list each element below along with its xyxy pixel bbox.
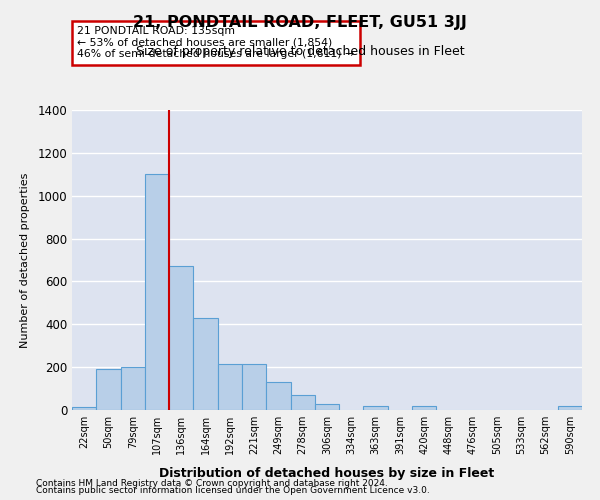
Bar (412, 406, 436, 410)
Text: Contains public sector information licensed under the Open Government Licence v3: Contains public sector information licen… (36, 486, 430, 495)
Bar (121, 367, 145, 410)
Bar (266, 382, 290, 410)
Bar (193, 318, 218, 410)
Bar (218, 364, 242, 410)
Text: 21 PONDTAIL ROAD: 135sqm
← 53% of detached houses are smaller (1,854)
46% of sem: 21 PONDTAIL ROAD: 135sqm ← 53% of detach… (77, 26, 354, 59)
Bar (145, 174, 169, 410)
Bar (558, 406, 582, 410)
Text: 21, PONDTAIL ROAD, FLEET, GU51 3JJ: 21, PONDTAIL ROAD, FLEET, GU51 3JJ (133, 15, 467, 30)
Text: Distribution of detached houses by size in Fleet: Distribution of detached houses by size … (160, 467, 494, 480)
Text: Contains HM Land Registry data © Crown copyright and database right 2024.: Contains HM Land Registry data © Crown c… (36, 478, 388, 488)
Bar (315, 404, 339, 410)
Bar (96, 370, 121, 410)
Bar (364, 406, 388, 410)
Bar (169, 266, 193, 410)
Bar (242, 364, 266, 410)
Y-axis label: Number of detached properties: Number of detached properties (20, 172, 31, 348)
Text: Size of property relative to detached houses in Fleet: Size of property relative to detached ho… (136, 45, 464, 58)
Bar (72, 407, 96, 410)
Bar (290, 395, 315, 410)
